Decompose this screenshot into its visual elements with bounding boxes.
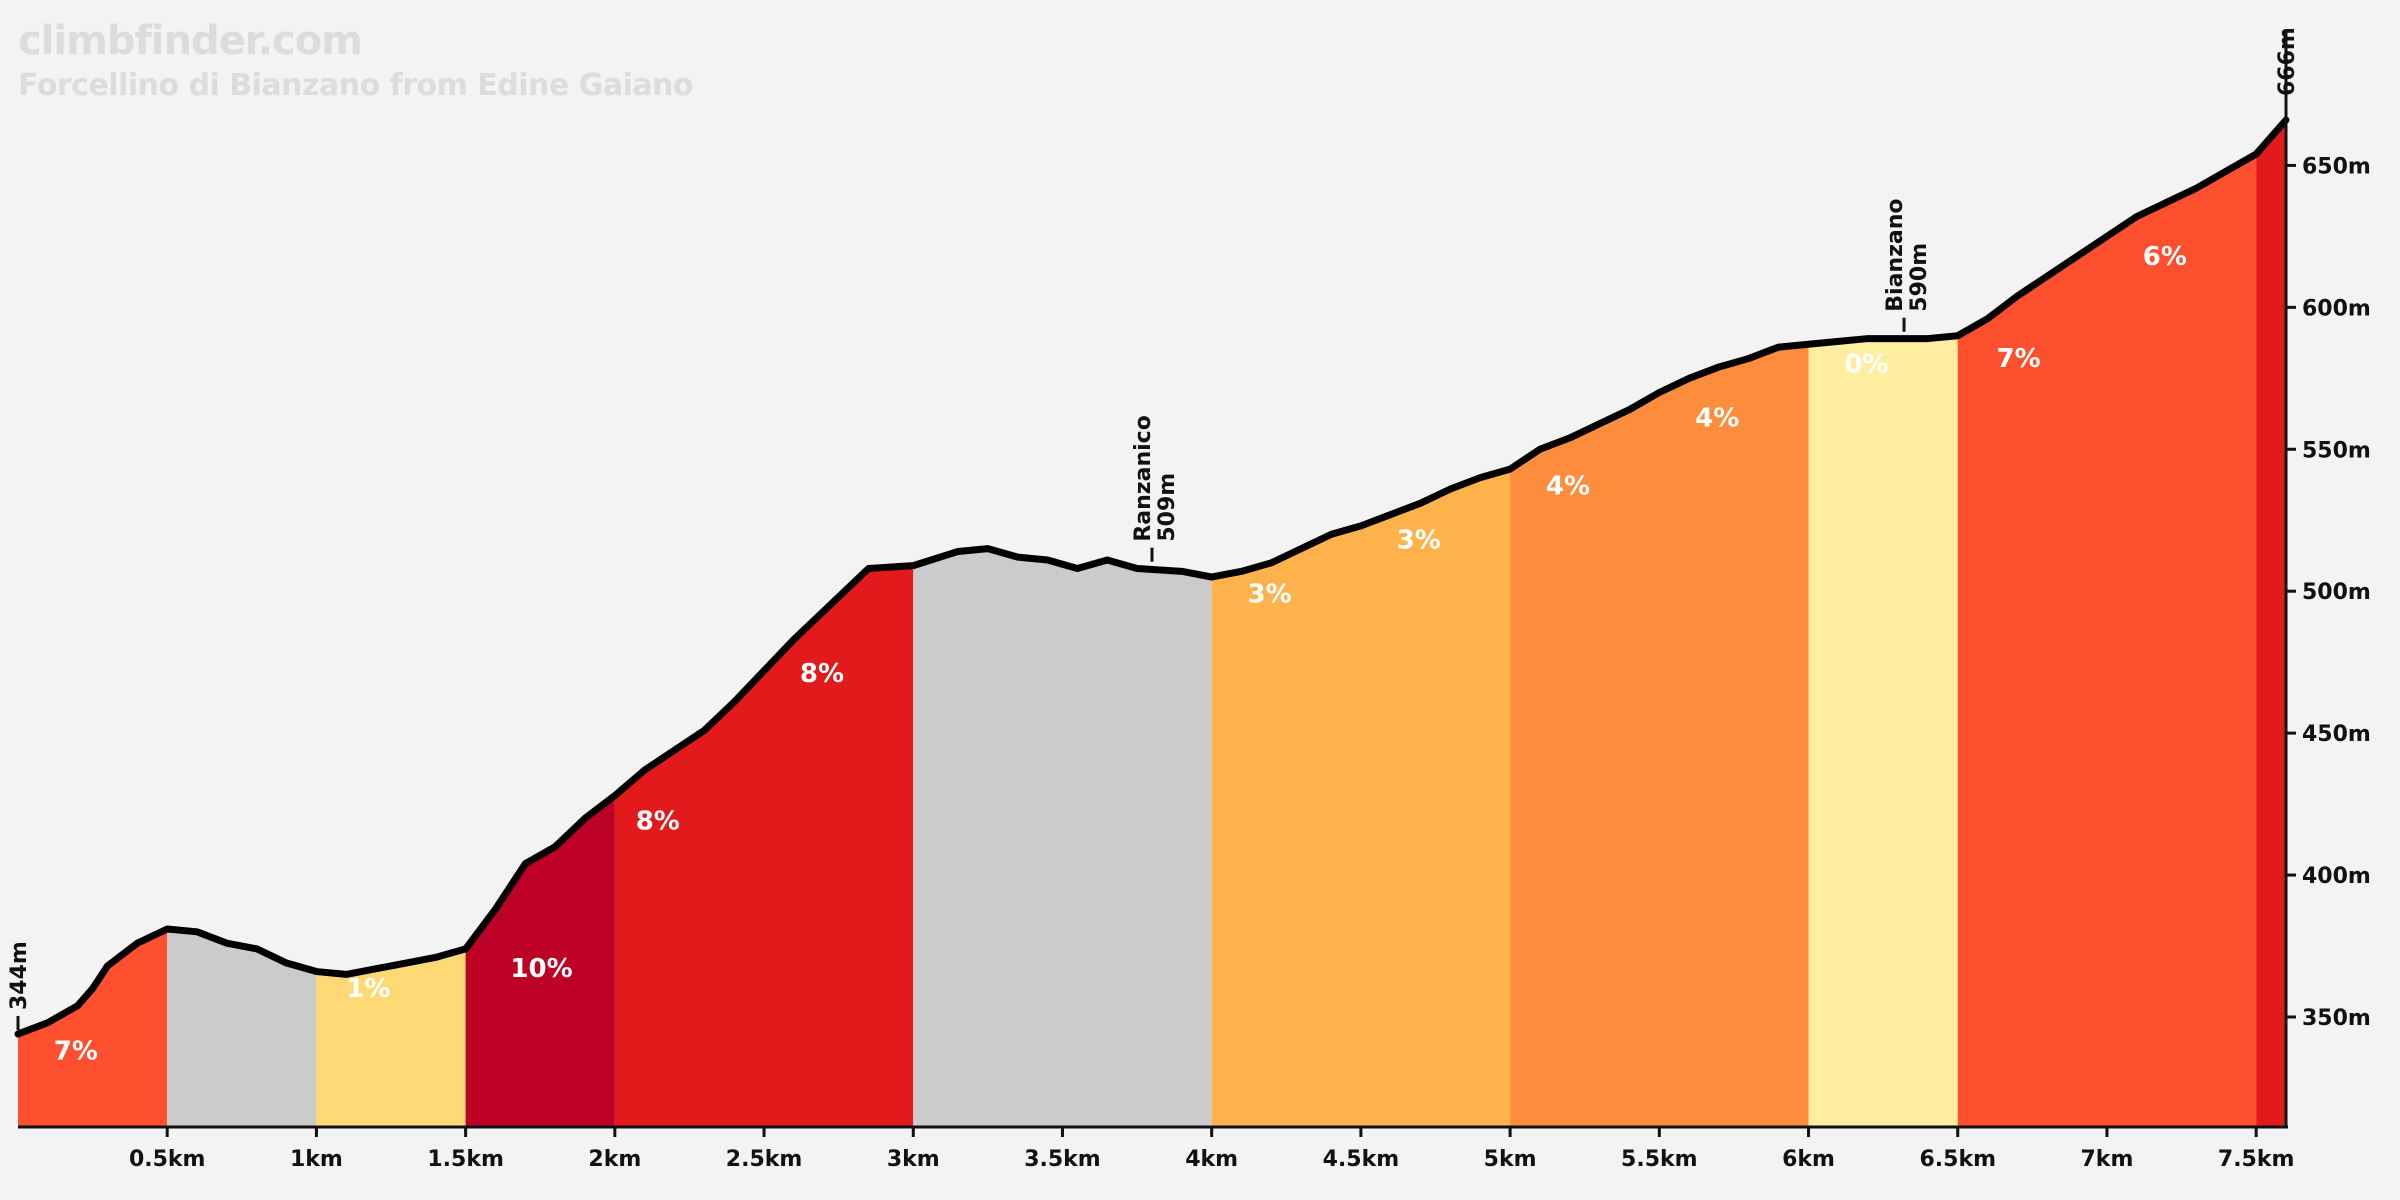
x-tick-label: 2.5km [726, 1147, 803, 1172]
gradient-segment-9 [1957, 154, 2257, 1127]
marker-label: Ranzanico [1131, 415, 1156, 541]
gradient-segment-5 [913, 548, 1212, 1127]
grade-label: 8% [636, 807, 680, 837]
x-tick-label: 5.5km [1621, 1147, 1698, 1172]
grade-labels: 7% 1% 10% 0% 7% 8% 8% 3% 3% 4% 4% 6% [54, 242, 2187, 1067]
x-tick-label: 6km [1782, 1147, 1835, 1172]
grade-label: 10% [510, 954, 572, 984]
gradient-segment-8 [1808, 335, 1958, 1128]
gradient-segment-6 [1211, 469, 1511, 1127]
marker-label: 666m [2275, 27, 2300, 96]
gradient-segment-10 [2256, 120, 2286, 1127]
marker-label: Bianzano [1883, 198, 1908, 311]
grade-label: 8% [800, 659, 844, 689]
marker-label-group: Ranzanico 509m [1131, 415, 1180, 541]
marker-label-group: 344m [7, 941, 32, 1010]
chart-title: Forcellino di Bianzano from Edine Gaiano [18, 68, 694, 103]
grade-label: 7% [1997, 344, 2041, 374]
gradient-segment-4 [614, 565, 914, 1127]
y-tick-label: 500m [2302, 580, 2371, 605]
x-tick-label: 3km [887, 1147, 940, 1172]
grade-label: 4% [1695, 404, 1739, 434]
grade-label: 3% [1247, 580, 1291, 610]
grade-label: 7% [54, 1037, 98, 1067]
x-tick-label: 4km [1185, 1147, 1238, 1172]
gradient-segment-1 [167, 928, 317, 1127]
y-tick-label: 650m [2302, 154, 2371, 179]
marker-label-group: 666m [2275, 27, 2300, 96]
y-tick-label: 600m [2302, 296, 2371, 321]
y-tick-label: 450m [2302, 722, 2371, 747]
grade-label: 3% [1397, 526, 1441, 556]
profile-line [14, 116, 2290, 1038]
grade-label: 1% [346, 974, 390, 1004]
axes: 0.5km 1km 1.5km 2km 2.5km 3km 3.5km 4km 4.5km 5km… [18, 30, 2371, 1172]
marker-label-group: Bianzano 590m [1883, 198, 1932, 311]
brand-logo-text: climbfinder.com [18, 18, 363, 64]
marker-label: 344m [7, 941, 32, 1010]
gradient-segments [18, 120, 2286, 1128]
gradient-segment-3 [465, 795, 615, 1127]
y-tick-label: 550m [2302, 438, 2371, 463]
marker-elevation: 509m [1155, 473, 1180, 542]
x-tick-label: 1km [290, 1147, 343, 1172]
x-tick-label: 1.5km [427, 1147, 504, 1172]
x-tick-label: 6.5km [1919, 1147, 1996, 1172]
y-tick-label: 400m [2302, 864, 2371, 889]
gradient-segment-2 [316, 948, 466, 1127]
landmark-markers: 344m Ranzanico 509m Bianzano 590m 666m [7, 27, 2300, 1030]
x-tick-label: 2km [588, 1147, 641, 1172]
grade-label: 4% [1546, 472, 1590, 502]
gradient-segment-0 [18, 928, 168, 1127]
x-tick-label: 0.5km [129, 1147, 206, 1172]
x-tick-label: 5km [1484, 1147, 1537, 1172]
profile-outline [14, 116, 2290, 1038]
x-tick-label: 7km [2081, 1147, 2134, 1172]
grade-label: 0% [1844, 350, 1888, 380]
x-tick-label: 3.5km [1024, 1147, 1101, 1172]
x-tick-label: 4.5km [1323, 1147, 1400, 1172]
x-tick-label: 7.5km [2218, 1147, 2295, 1172]
grade-label: 6% [2143, 242, 2187, 272]
y-tick-label: 350m [2302, 1006, 2371, 1031]
marker-elevation: 590m [1907, 243, 1932, 312]
gradient-segment-7 [1510, 344, 1809, 1127]
